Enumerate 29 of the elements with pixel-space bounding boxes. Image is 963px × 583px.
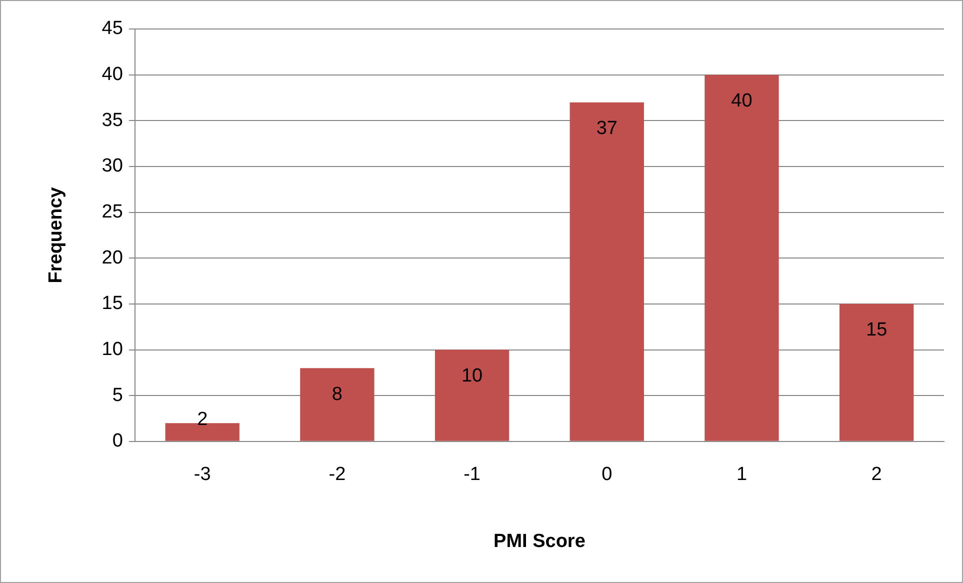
- y-tick-label: 35: [102, 110, 123, 131]
- x-tick-label: 0: [602, 464, 612, 486]
- bar: [570, 102, 644, 441]
- y-tick-label: 10: [102, 338, 123, 360]
- y-axis-title: Frequency: [46, 186, 67, 284]
- bar: [704, 74, 779, 441]
- y-tick-label: 30: [102, 156, 123, 177]
- x-tick-label: 2: [871, 464, 882, 486]
- bar: [434, 350, 510, 441]
- bar: [300, 368, 374, 441]
- x-tick-label: 1: [736, 464, 748, 486]
- y-tick-label: 45: [102, 18, 123, 40]
- data-label: 10: [461, 365, 483, 386]
- y-tick-label: 5: [112, 384, 123, 406]
- x-tick-label: -3: [194, 464, 211, 486]
- data-label: 8: [332, 384, 342, 405]
- y-tick-label: 0: [112, 430, 123, 452]
- x-tick-label: -1: [464, 464, 480, 486]
- x-axis-title: PMI Score: [494, 530, 586, 552]
- x-tick-label: -2: [328, 464, 346, 486]
- y-tick-label: 25: [102, 202, 123, 223]
- bar: [839, 304, 914, 441]
- y-tick-label: 15: [102, 293, 123, 314]
- y-tick-label: 40: [102, 64, 123, 86]
- y-tick-label: 20: [102, 247, 123, 268]
- data-label: 15: [866, 320, 888, 341]
- bar: [165, 423, 240, 441]
- data-label: 40: [731, 90, 752, 112]
- data-label: 37: [596, 118, 618, 140]
